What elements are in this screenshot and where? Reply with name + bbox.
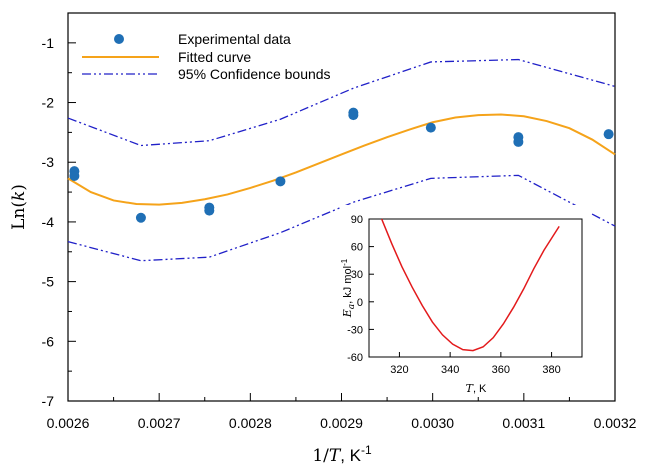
data-point <box>69 170 80 181</box>
x-tick-label: 340 <box>441 364 459 376</box>
inset-series-group <box>380 218 560 352</box>
inset-y-axis-label: Ea, kJ mol-1 <box>340 258 357 318</box>
y-tick-label: -60 <box>347 352 363 364</box>
data-point <box>425 122 436 133</box>
data-point <box>348 110 359 121</box>
data-point <box>513 136 524 147</box>
legend-marker-experimental <box>114 34 124 44</box>
x-tick-label: 360 <box>492 364 510 376</box>
inset-plot-frame <box>368 218 583 358</box>
x-tick-label: 320 <box>390 364 408 376</box>
series-line <box>67 174 616 262</box>
legend-label-experimental: Experimental data <box>178 31 291 47</box>
y-tick-label: -3 <box>42 154 55 170</box>
y-tick-label: 30 <box>351 269 363 281</box>
y-tick-label: -1 <box>42 35 55 51</box>
y-tick-label: -7 <box>42 393 55 409</box>
x-tick-label: 0.0026 <box>47 415 90 431</box>
y-tick-label: 90 <box>351 214 363 226</box>
data-point <box>135 212 146 223</box>
y-tick-label: -5 <box>42 274 55 290</box>
legend-label-fitted: Fitted curve <box>178 49 251 65</box>
x-tick-label: 0.0028 <box>229 415 272 431</box>
legend: Experimental data Fitted curve 95% Confi… <box>82 31 331 82</box>
y-tick-label: 60 <box>351 242 363 254</box>
main-axis-ticks: 0.0026 0.0027 0.0028 0.0029 0.0030 0.0031 0.00… <box>42 35 637 431</box>
x-tick-label: 380 <box>542 364 560 376</box>
inset-axis-ticks: 320 340 360 380 90 60 30 0 -30 -60 <box>347 214 561 376</box>
y-tick-label: -4 <box>42 214 55 230</box>
legend-label-confidence: 95% Confidence bounds <box>178 66 331 82</box>
x-tick-label: 0.0030 <box>411 415 454 431</box>
y-tick-label: -6 <box>42 333 55 349</box>
series-line <box>380 218 560 352</box>
series-line <box>67 58 616 147</box>
inset-x-axis-label: T, K <box>466 382 487 395</box>
data-point <box>204 205 215 216</box>
inset-background <box>342 205 590 368</box>
inset-chart: 320 340 360 380 90 60 30 0 -30 -60 T, K Ea, kJ mo… <box>340 205 590 395</box>
y-tick-label: -30 <box>347 324 363 336</box>
x-tick-label: 0.0029 <box>320 415 363 431</box>
y-tick-label: 0 <box>357 297 363 309</box>
data-point <box>275 176 286 187</box>
series-line <box>67 113 616 206</box>
x-tick-label: 0.0031 <box>502 415 545 431</box>
y-tick-label: -2 <box>42 95 55 111</box>
x-tick-label: 0.0032 <box>594 415 637 431</box>
x-tick-label: 0.0027 <box>138 415 181 431</box>
y-axis-label: Ln(k) <box>9 184 29 230</box>
data-point <box>603 129 614 140</box>
main-series-group <box>67 58 616 262</box>
x-axis-label: 1/T, K-1 <box>312 443 372 466</box>
